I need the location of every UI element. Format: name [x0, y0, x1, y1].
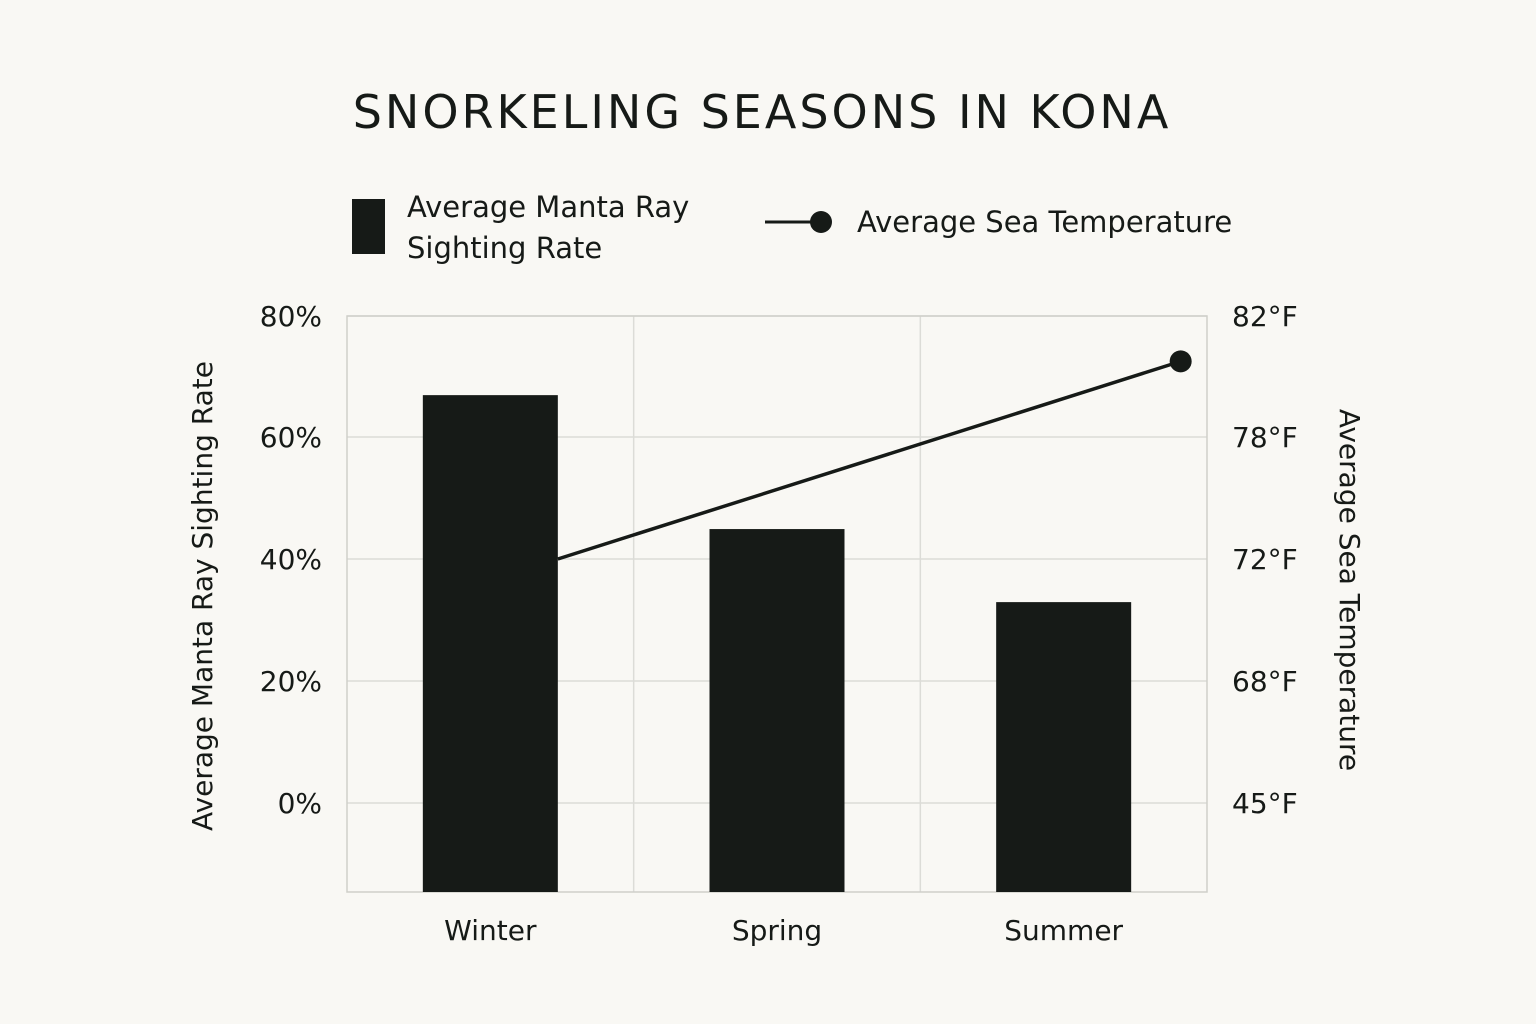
legend-bar-swatch	[352, 199, 385, 254]
x-tick-label: Spring	[732, 914, 822, 947]
left-tick-label: 60%	[260, 421, 322, 454]
chart-title: SNORKELING SEASONS IN KONA	[353, 85, 1172, 139]
bar-summer	[996, 602, 1132, 892]
left-tick-label: 0%	[278, 787, 322, 820]
right-tick-label: 45°F	[1232, 787, 1298, 820]
right-tick-label: 68°F	[1232, 665, 1298, 698]
left-tick-label: 80%	[260, 300, 322, 333]
x-axis-ticks: Winter Spring Summer	[444, 914, 1123, 947]
temperature-line	[557, 350, 1192, 561]
right-axis-ticks: 82°F 78°F 72°F 68°F 45°F	[1232, 300, 1298, 820]
x-tick-label: Winter	[444, 914, 537, 947]
bar-spring	[709, 529, 845, 892]
legend-bar-label-line-1: Average Manta Ray	[407, 190, 689, 224]
right-tick-label: 82°F	[1232, 300, 1298, 333]
legend-line-label: Average Sea Temperature	[857, 205, 1232, 239]
right-axis-title: Average Sea Temperature	[1333, 409, 1366, 771]
left-tick-label: 20%	[260, 665, 322, 698]
legend: Average Manta Ray Sighting Rate Average …	[352, 190, 1232, 265]
legend-line-marker	[810, 211, 832, 233]
temperature-line-path	[557, 359, 1182, 561]
right-tick-label: 72°F	[1232, 543, 1298, 576]
temperature-point-summer	[1169, 350, 1192, 373]
legend-bar-label-line-2: Sighting Rate	[407, 231, 602, 265]
left-axis-ticks: 80% 60% 40% 20% 0%	[260, 300, 322, 820]
bars	[422, 395, 1132, 892]
left-axis-title: Average Manta Ray Sighting Rate	[186, 361, 219, 831]
bar-winter	[422, 395, 558, 892]
right-tick-label: 78°F	[1232, 421, 1298, 454]
x-tick-label: Summer	[1004, 914, 1123, 947]
left-tick-label: 40%	[260, 543, 322, 576]
